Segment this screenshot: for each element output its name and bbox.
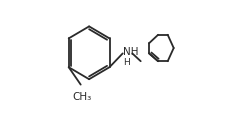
Text: CH₃: CH₃	[72, 92, 91, 102]
Text: NH: NH	[123, 47, 138, 57]
Text: H: H	[123, 58, 130, 67]
